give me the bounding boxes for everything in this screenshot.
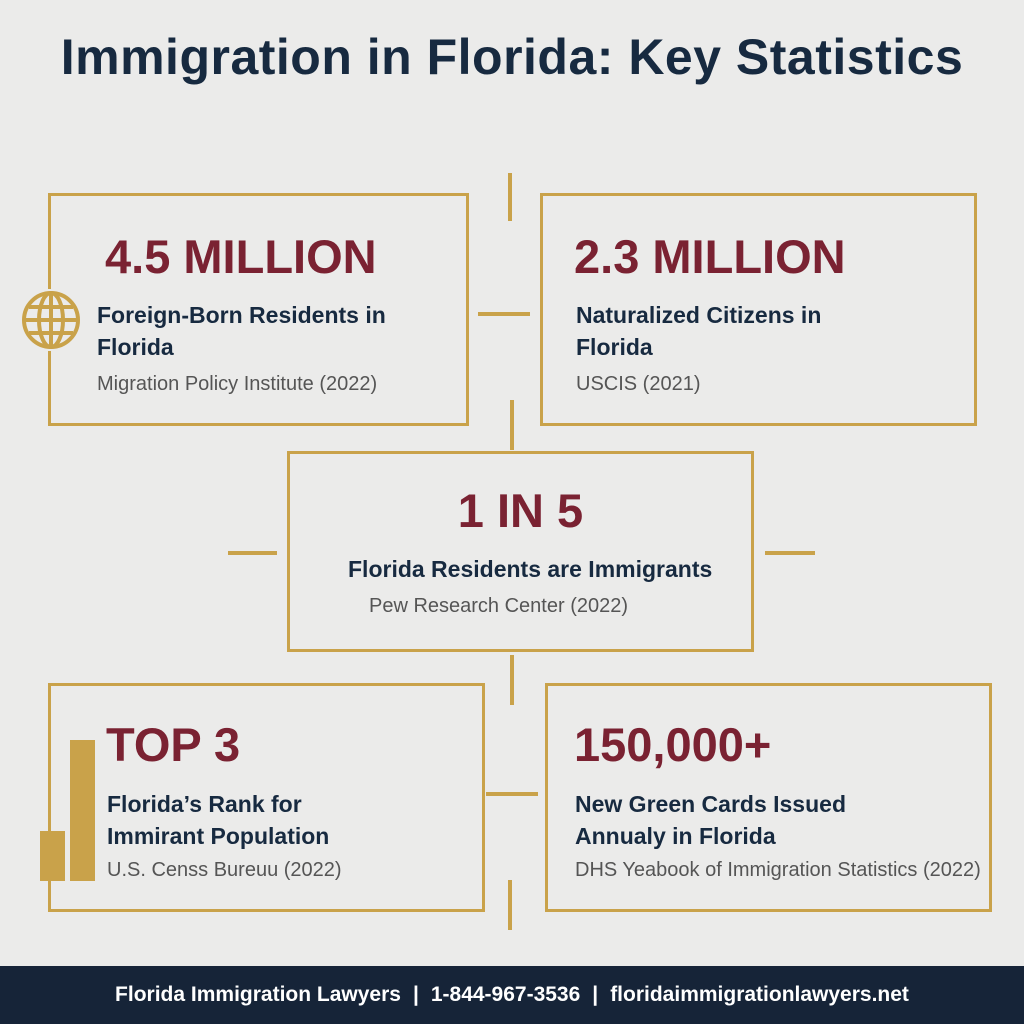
stat-card-top-three xyxy=(48,683,485,912)
separator: | xyxy=(412,983,419,1006)
stat-source: U.S. Censs Bureuu (2022) xyxy=(107,859,342,881)
stat-label: Naturalized Citizens in Florida xyxy=(576,302,822,360)
stat-card-one-in-five xyxy=(287,451,754,652)
separator: | xyxy=(592,983,599,1006)
stat-value: 4.5 MILLION xyxy=(105,230,377,283)
stat-label: Florida’s Rank for Immirant Population xyxy=(107,791,330,849)
stat-value: TOP 3 xyxy=(106,718,241,771)
phone-number[interactable]: 1-844-967-3536 xyxy=(430,983,581,1006)
connector-line xyxy=(508,173,512,221)
stat-label: New Green Cards Issued Annualy in Florid… xyxy=(575,791,846,849)
connector-line xyxy=(486,792,538,796)
stat-value: 1 IN 5 xyxy=(457,484,584,537)
stat-source: DHS Yeabook of Immigration Statistics (2… xyxy=(575,859,981,881)
connector-line xyxy=(765,551,815,555)
connector-line xyxy=(510,400,514,450)
firm-name: Florida Immigration Lawyers xyxy=(115,983,401,1006)
bar-chart-icon xyxy=(40,740,96,881)
stat-card-green-cards xyxy=(545,683,992,912)
connector-line xyxy=(478,312,530,316)
stat-source: Pew Research Center (2022) xyxy=(369,595,629,617)
stat-value: 2.3 MILLION xyxy=(574,230,846,283)
connector-line xyxy=(510,655,514,705)
stat-label: Foreign-Born Residents in Florida xyxy=(97,302,386,360)
stat-value: 150,000+ xyxy=(574,718,772,771)
globe-icon xyxy=(20,289,82,351)
page-title: Immigration in Florida: Key Statistics xyxy=(60,29,964,85)
footer-bar: Florida Immigration Lawyers | 1-844-967-35… xyxy=(0,966,1024,1024)
stat-card-naturalized xyxy=(540,193,977,426)
stat-label: Florida Residents are Immigrants xyxy=(348,556,713,582)
stat-source: USCIS (2021) xyxy=(576,373,701,395)
connector-line xyxy=(228,551,277,555)
connector-line xyxy=(508,880,512,930)
website-link[interactable]: floridaimmigrationlawyers.net xyxy=(610,983,909,1006)
stat-source: Migration Policy Institute (2022) xyxy=(97,373,378,395)
